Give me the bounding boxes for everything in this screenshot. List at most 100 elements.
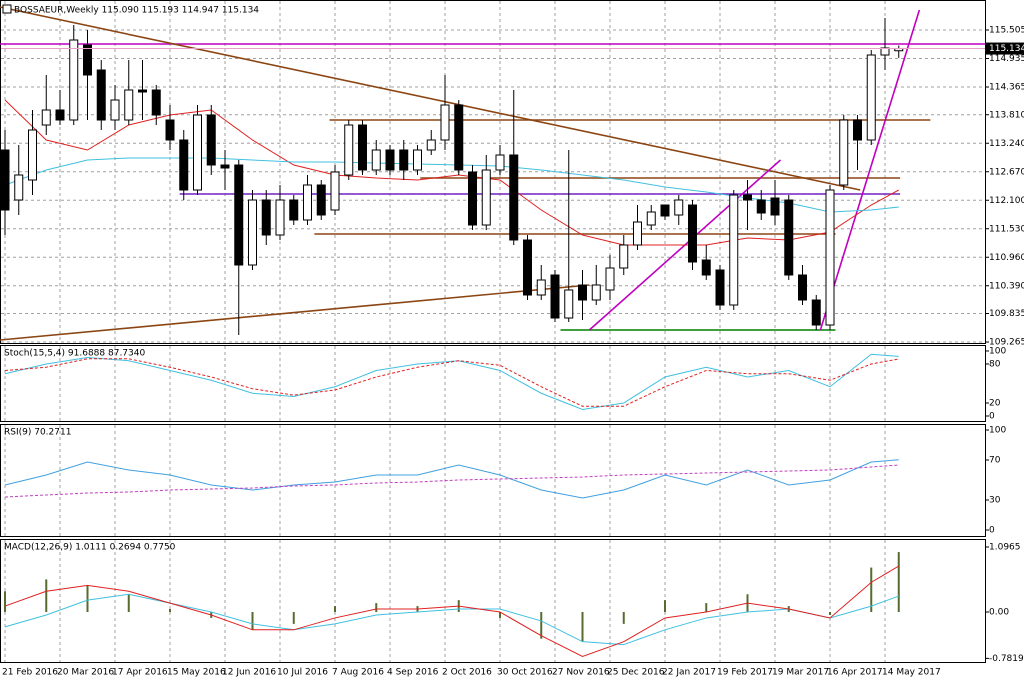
candle-body	[798, 274, 807, 301]
candle-body	[124, 89, 134, 121]
y-tick-label: -0.7819	[989, 654, 1024, 664]
candle-body	[316, 184, 326, 216]
candle-body	[880, 47, 890, 56]
current-price-box	[986, 42, 1024, 55]
y-tick-label: 114.935	[989, 54, 1024, 64]
candle-body	[784, 199, 794, 276]
candle-body	[330, 171, 340, 211]
candle-body	[303, 184, 312, 221]
candle-body	[275, 199, 285, 236]
x-tick-label: 27 Nov 2016	[552, 668, 610, 678]
candle-body	[220, 164, 230, 169]
candle-body	[413, 149, 422, 171]
x-tick-label: 19 Mar 2017	[772, 668, 829, 678]
candle-body	[688, 204, 697, 263]
x-tick-label: 30 Oct 2016	[497, 668, 553, 678]
candle-body	[536, 279, 546, 296]
candle-body	[165, 119, 175, 141]
panel-frame	[0, 539, 986, 663]
candle-body	[110, 99, 120, 121]
histogram-bar	[664, 600, 666, 613]
x-tick-label: 15 May 2016	[167, 668, 226, 678]
y-tick-label: 70	[989, 456, 1001, 466]
candle-body	[385, 149, 395, 171]
x-tick-label: 19 Feb 2017	[717, 668, 773, 678]
candle-body	[234, 164, 244, 266]
candle-body	[138, 89, 147, 93]
y-tick-label: 100	[989, 426, 1006, 436]
indicator-title: MACD(12,26,9) 1.0111 0.2694 0.7750	[4, 543, 176, 553]
y-tick-label: 111.530	[989, 224, 1024, 234]
y-tick-label: 109.265	[989, 338, 1024, 348]
indicator-title: Stoch(15,5,4) 91.6888 87.7340	[4, 349, 145, 359]
y-tick-label: 0	[989, 411, 995, 421]
x-tick-label: 17 Apr 2016	[112, 668, 168, 678]
candle-body	[523, 239, 532, 296]
histogram-bar	[499, 612, 501, 618]
candle-body	[633, 221, 642, 246]
chart-title: BOSSAEUR,Weekly 115.090 115.193 114.947 …	[14, 6, 259, 16]
current-price-label: 115.134	[989, 44, 1024, 54]
histogram-bar	[375, 603, 378, 613]
candle-body	[591, 284, 601, 301]
y-tick-label: 115.505	[989, 26, 1024, 36]
y-tick-label: 109.835	[989, 309, 1024, 319]
y-tick-label: 110.960	[989, 253, 1024, 263]
candle-body	[151, 89, 161, 116]
candle-body	[756, 199, 766, 214]
candle-body	[358, 124, 367, 171]
candle-body	[660, 204, 670, 217]
candle-body	[495, 154, 505, 171]
candle-body	[248, 199, 257, 266]
candle-body	[206, 114, 216, 166]
symbol-icon	[2, 4, 12, 14]
candle-body	[83, 44, 92, 76]
candle-body	[481, 169, 491, 226]
y-tick-label: 110.390	[989, 281, 1024, 291]
histogram-bar	[251, 612, 254, 630]
x-tick-label: 10 Jul 2016	[277, 668, 328, 678]
panel-frame	[0, 424, 986, 537]
candle-body	[743, 194, 752, 201]
histogram-bar	[897, 552, 900, 613]
x-tick-label: 20 Mar 2016	[57, 668, 114, 678]
y-tick-label: 112.670	[989, 167, 1024, 177]
candle-body	[715, 269, 725, 306]
x-tick-label: 4 Sep 2016	[387, 668, 439, 678]
histogram-bar	[45, 579, 48, 613]
trend-line	[0, 284, 590, 341]
y-tick-label: 114.365	[989, 83, 1024, 93]
histogram-bar	[705, 603, 708, 613]
y-tick-label: 1.0965	[989, 543, 1021, 553]
trend-line	[0, 6, 861, 191]
candle-body	[619, 244, 629, 269]
candle-body	[440, 104, 450, 141]
x-tick-label: 21 Feb 2016	[2, 668, 58, 678]
candle-body	[289, 199, 299, 221]
histogram-bar	[169, 609, 171, 613]
x-tick-label: 2 Oct 2016	[442, 668, 492, 678]
indicator-line	[4, 565, 900, 658]
x-tick-label: 16 Apr 2017	[827, 668, 883, 678]
histogram-bar	[870, 567, 873, 613]
candle-body	[41, 109, 51, 126]
histogram-bar	[829, 612, 831, 615]
indicator-line	[4, 353, 899, 411]
histogram-bar	[581, 612, 584, 642]
x-tick-label: 25 Dec 2016	[607, 668, 665, 678]
y-tick-label: 20	[989, 398, 1001, 408]
indicator-line	[4, 593, 899, 646]
candle-body	[96, 69, 106, 121]
histogram-bar	[622, 612, 625, 624]
candle-body	[344, 124, 354, 176]
y-tick-label: 113.240	[989, 139, 1024, 149]
histogram-bar	[540, 612, 543, 639]
x-tick-label: 7 Aug 2016	[332, 668, 384, 678]
y-tick-label: 30	[989, 496, 1001, 506]
candle-body	[674, 199, 684, 216]
candle-body	[28, 129, 37, 181]
indicator-line	[4, 459, 899, 499]
y-tick-label: 112.100	[989, 196, 1024, 206]
